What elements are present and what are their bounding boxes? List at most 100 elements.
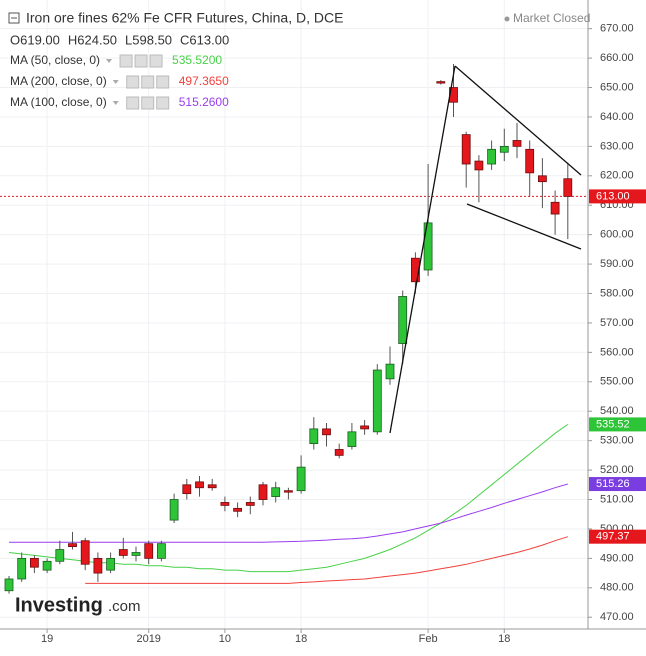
y-tick-label: 620.00 bbox=[600, 170, 634, 182]
indicator-button[interactable] bbox=[126, 96, 140, 110]
candle-body bbox=[182, 484, 192, 495]
y-tick-label: 480.00 bbox=[600, 582, 634, 594]
x-tick-label: 19 bbox=[41, 633, 53, 645]
indicator-value: 535.5200 bbox=[172, 53, 222, 67]
trend-line bbox=[466, 203, 582, 250]
y-tick-label: 630.00 bbox=[600, 140, 634, 152]
y-tick-label: 470.00 bbox=[600, 611, 634, 623]
indicator-button[interactable] bbox=[141, 96, 155, 110]
y-tick-label: 550.00 bbox=[600, 376, 634, 388]
trend-line bbox=[454, 65, 582, 176]
price-label-box bbox=[589, 477, 646, 492]
y-tick-label: 490.00 bbox=[600, 552, 634, 564]
candle-body bbox=[461, 134, 471, 165]
indicator-button[interactable] bbox=[134, 54, 148, 68]
candle-body bbox=[93, 557, 103, 574]
candle-body bbox=[487, 148, 497, 165]
market-status: Market Closed bbox=[513, 11, 590, 25]
y-tick-label: 540.00 bbox=[600, 405, 634, 417]
indicator-value: 515.2600 bbox=[179, 95, 229, 109]
candle-body bbox=[372, 369, 382, 433]
candle-body bbox=[118, 549, 128, 556]
candle-body bbox=[309, 428, 319, 444]
y-tick-label: 560.00 bbox=[600, 346, 634, 358]
candle-body bbox=[512, 140, 522, 147]
candle-body bbox=[385, 363, 395, 380]
dropdown-icon bbox=[106, 59, 113, 63]
indicator-name: MA (200, close, 0) bbox=[10, 74, 107, 88]
candle-body bbox=[525, 148, 535, 174]
price-label-box bbox=[589, 417, 646, 432]
y-tick-label: 590.00 bbox=[600, 258, 634, 270]
ohlc-value: O619.00 bbox=[10, 32, 60, 47]
candle-body bbox=[42, 560, 52, 571]
y-tick-label: 580.00 bbox=[600, 287, 634, 299]
indicator-button[interactable] bbox=[149, 54, 163, 68]
candle-body bbox=[271, 487, 281, 497]
indicator-button[interactable] bbox=[119, 54, 133, 68]
candle-body bbox=[131, 552, 141, 556]
candle-body bbox=[398, 296, 408, 344]
ohlc-value: H624.50 bbox=[68, 32, 117, 47]
candle-body bbox=[55, 549, 65, 562]
ma-line bbox=[9, 483, 568, 543]
y-tick-label: 570.00 bbox=[600, 317, 634, 329]
price-label: 535.52 bbox=[596, 418, 630, 430]
y-tick-label: 510.00 bbox=[600, 493, 634, 505]
y-tick-label: 660.00 bbox=[600, 52, 634, 64]
candle-body bbox=[195, 481, 204, 489]
dropdown-icon bbox=[112, 80, 119, 84]
price-label: 515.26 bbox=[596, 478, 630, 490]
candle-body bbox=[207, 484, 217, 489]
candle-body bbox=[169, 499, 179, 521]
candle-body bbox=[245, 502, 255, 506]
indicator-button[interactable] bbox=[156, 75, 170, 89]
candle-body bbox=[283, 490, 293, 493]
candle-body bbox=[410, 257, 420, 283]
candle-body bbox=[4, 578, 14, 592]
x-tick-label: 2019 bbox=[136, 633, 160, 645]
candle-body bbox=[296, 466, 306, 492]
indicator-name: MA (100, close, 0) bbox=[10, 95, 107, 109]
candle-body bbox=[144, 543, 154, 559]
candle-body bbox=[334, 449, 344, 456]
candle-body bbox=[436, 81, 446, 84]
collapse-icon[interactable] bbox=[8, 12, 20, 24]
chart-title: Iron ore fines 62% Fe CFR Futures, China… bbox=[26, 10, 343, 26]
indicator-name: MA (50, close, 0) bbox=[10, 53, 100, 67]
candle-body bbox=[423, 222, 433, 271]
candle-body bbox=[563, 178, 573, 197]
price-label: 497.37 bbox=[596, 531, 630, 543]
y-tick-label: 640.00 bbox=[600, 111, 634, 123]
x-tick-label: 10 bbox=[219, 633, 231, 645]
dropdown-icon bbox=[112, 101, 119, 105]
candle-body bbox=[17, 557, 27, 580]
watermark: Investing bbox=[15, 594, 103, 616]
indicator-button[interactable] bbox=[126, 75, 140, 89]
price-label-box bbox=[589, 529, 646, 544]
indicator-button[interactable] bbox=[141, 75, 155, 89]
candle-body bbox=[68, 543, 77, 548]
y-tick-label: 670.00 bbox=[600, 23, 634, 35]
watermark-suffix: .com bbox=[108, 598, 141, 615]
x-tick-label: 18 bbox=[498, 633, 510, 645]
candle-body bbox=[156, 543, 166, 559]
price-label-box bbox=[589, 189, 646, 204]
indicator-button[interactable] bbox=[156, 96, 170, 110]
candle-body bbox=[538, 175, 547, 183]
candle-body bbox=[499, 145, 509, 153]
candle-body bbox=[550, 201, 560, 215]
candle-body bbox=[360, 425, 370, 430]
candle-body bbox=[29, 557, 39, 568]
ma-line bbox=[85, 536, 568, 584]
status-dot bbox=[504, 16, 510, 22]
indicator-value: 497.3650 bbox=[179, 74, 229, 88]
ohlc-value: C613.00 bbox=[180, 32, 229, 47]
ohlc-value: L598.50 bbox=[125, 32, 172, 47]
candle-body bbox=[474, 160, 484, 171]
x-tick-label: 18 bbox=[295, 633, 307, 645]
candle-body bbox=[322, 428, 331, 436]
candle-body bbox=[80, 540, 90, 565]
y-tick-label: 650.00 bbox=[600, 81, 634, 93]
